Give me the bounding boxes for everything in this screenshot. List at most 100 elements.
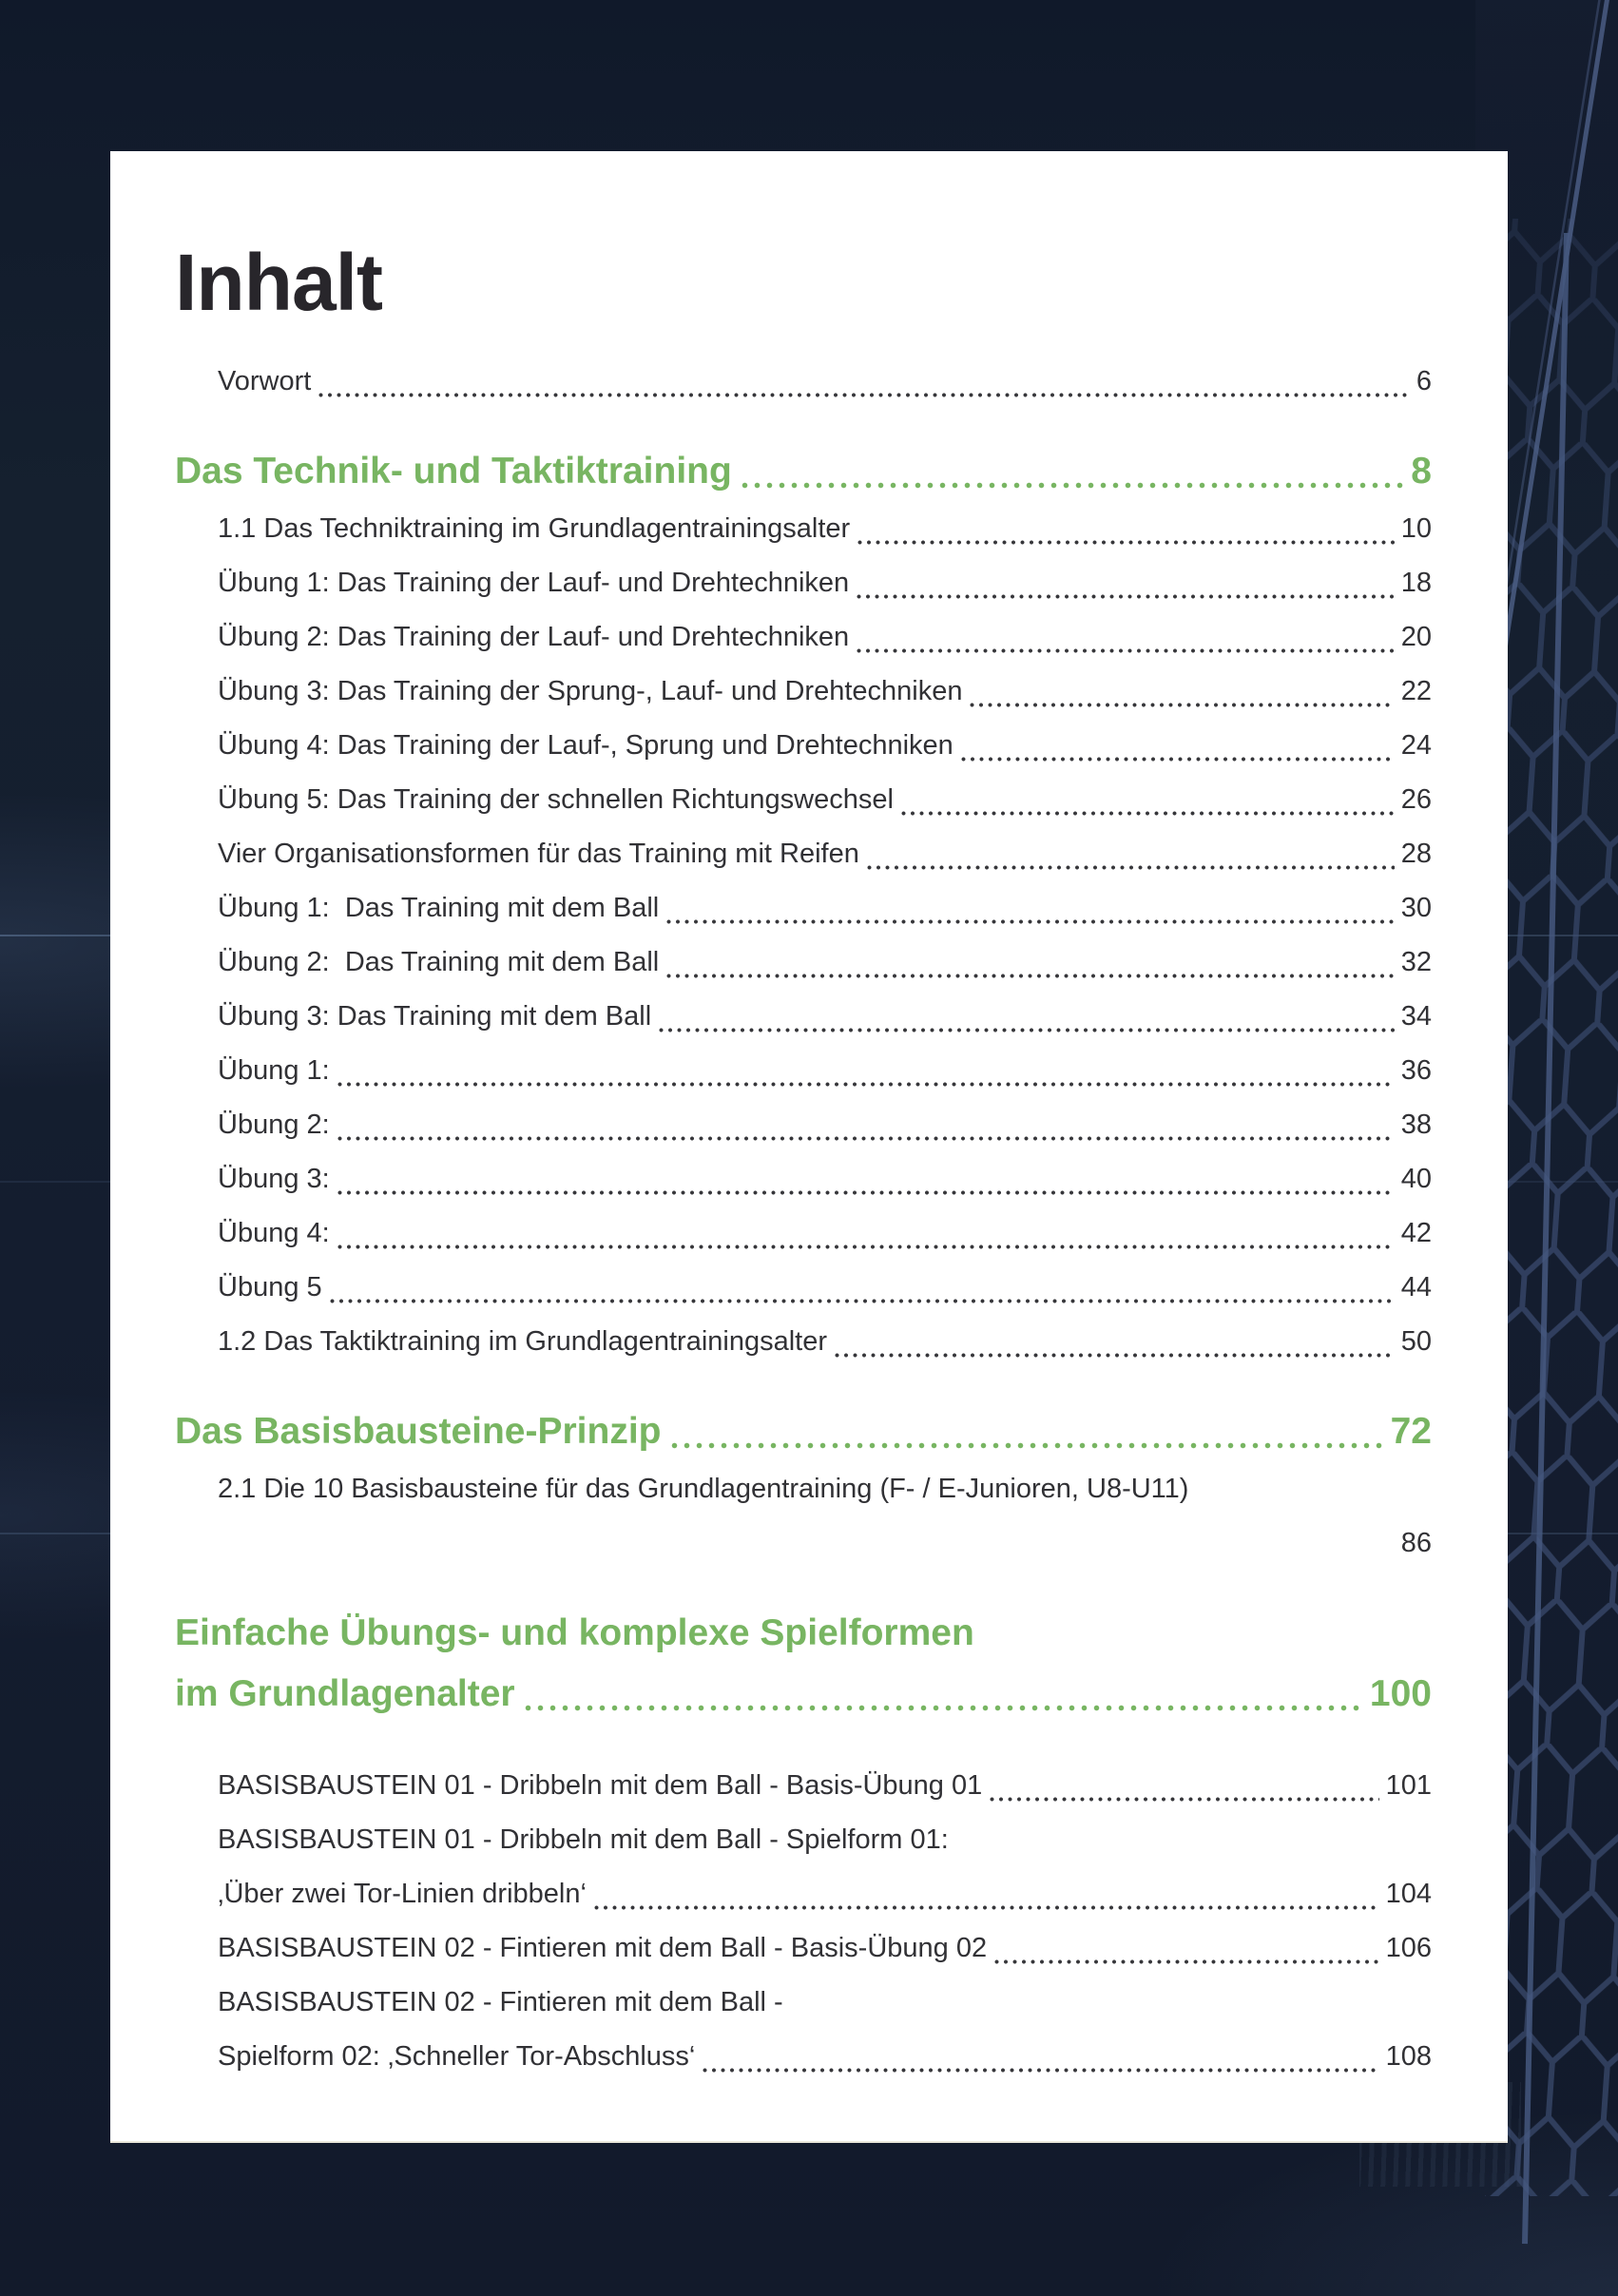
page-number: 38 <box>1400 1109 1432 1140</box>
dotted-leader <box>834 1352 1395 1359</box>
dotted-leader <box>969 702 1395 708</box>
dotted-leader <box>336 1135 1395 1142</box>
toc-entry-row: Übung 4: 42 <box>218 1206 1432 1261</box>
toc-entry-text: BASISBAUSTEIN 02 - Fintieren mit dem Bal… <box>218 1933 988 1963</box>
page-number: 24 <box>1400 730 1432 761</box>
page-number: 40 <box>1400 1164 1432 1194</box>
dotted-leader <box>336 1189 1395 1196</box>
dotted-leader <box>336 1244 1395 1250</box>
toc-entry-row: BASISBAUSTEIN 01 - Dribbeln mit dem Ball… <box>218 1759 1432 1813</box>
toc-chapter-title: im Grundlagenalter <box>175 1673 515 1714</box>
page-number: 34 <box>1400 1001 1432 1032</box>
page-title: Inhalt <box>175 238 383 327</box>
toc-entry-text: 1.1 Das Techniktraining im Grundlagentra… <box>218 513 851 544</box>
page-number: 20 <box>1400 622 1432 652</box>
toc-chapter-row: Das Technik- und Taktiktraining 8 <box>175 441 1432 502</box>
toc-chapter-row: Das Basisbausteine-Prinzip 72 <box>175 1401 1432 1462</box>
page-number: 32 <box>1400 947 1432 977</box>
toc-entry-row: Übung 2: Das Training mit dem Ball 32 <box>218 936 1432 990</box>
toc-entry-row: Spielform 02: ‚Schneller Tor-Abschluss‘ 1… <box>218 2030 1432 2084</box>
dotted-leader <box>856 593 1395 600</box>
dotted-leader <box>523 1704 1363 1712</box>
toc-entry-text: Übung 2: Das Training der Lauf- und Dreh… <box>218 622 850 652</box>
dotted-leader <box>959 756 1395 762</box>
toc-entry-row: BASISBAUSTEIN 02 - Fintieren mit dem Bal… <box>218 1921 1432 1976</box>
toc-entry-row: Übung 5: Das Training der schnellen Rich… <box>218 773 1432 827</box>
dotted-leader <box>989 1796 1379 1803</box>
toc-entry-text: Übung 1: Das Training der Lauf- und Dreh… <box>218 568 850 598</box>
dotted-leader <box>328 1298 1395 1304</box>
toc-entry-text: BASISBAUSTEIN 01 - Dribbeln mit dem Ball… <box>218 1770 983 1801</box>
toc-entry-text: Übung 4: <box>218 1218 330 1248</box>
toc-entry-text: Übung 3: Das Training der Sprung-, Lauf-… <box>218 676 963 706</box>
page-number: 10 <box>1400 513 1432 544</box>
toc-entry-row: Vorwort 6 <box>218 355 1432 409</box>
page-number: 86 <box>1400 1528 1432 1558</box>
page-number: 30 <box>1400 893 1432 923</box>
toc-chapter-title: Das Technik- und Taktiktraining <box>175 451 732 492</box>
page-number: 18 <box>1400 568 1432 598</box>
toc-chapter-row: im Grundlagenalter 100 <box>175 1664 1432 1725</box>
toc-entry-text: Vier Organisationsformen für das Trainin… <box>218 839 859 869</box>
page-number: 100 <box>1369 1673 1432 1714</box>
dotted-leader <box>993 1958 1379 1965</box>
toc-entry-row: Übung 4: Das Training der Lauf-, Sprung … <box>218 719 1432 773</box>
dotted-leader <box>669 1441 1384 1450</box>
dotted-leader <box>865 864 1395 871</box>
page-number: 108 <box>1385 2041 1432 2072</box>
dotted-leader <box>592 1904 1379 1911</box>
toc-entry-text: Übung 2: <box>218 1109 330 1140</box>
toc-entry-row: BASISBAUSTEIN 02 - Fintieren mit dem Bal… <box>218 1976 1432 2030</box>
toc-entry-text: Übung 1: Das Training mit dem Ball <box>218 893 660 923</box>
toc-entry-text: 1.2 Das Taktiktraining im Grundlagentrai… <box>218 1326 828 1357</box>
page-number: 101 <box>1385 1770 1432 1801</box>
toc-chapter-title: Einfache Übungs- und komplexe Spielforme… <box>175 1612 974 1653</box>
page-number: 6 <box>1416 366 1432 396</box>
dotted-leader <box>665 973 1395 979</box>
toc-entry-row: 1.2 Das Taktiktraining im Grundlagentrai… <box>218 1315 1432 1369</box>
toc-entry-row: 1.1 Das Techniktraining im Grundlagentra… <box>218 502 1432 556</box>
dotted-leader <box>318 392 1410 398</box>
toc-entry-text: BASISBAUSTEIN 02 - Fintieren mit dem Bal… <box>218 1987 783 2017</box>
toc-entry-text: Spielform 02: ‚Schneller Tor-Abschluss‘ <box>218 2041 696 2072</box>
toc-entry-row: Übung 1: Das Training mit dem Ball 30 <box>218 881 1432 936</box>
dotted-leader <box>899 810 1395 817</box>
dotted-leader <box>665 918 1395 925</box>
page-number: 50 <box>1400 1326 1432 1357</box>
page-number: 106 <box>1385 1933 1432 1963</box>
toc-entry-row: Übung 2: 38 <box>218 1098 1432 1152</box>
toc-entry-text: Übung 5 <box>218 1272 322 1302</box>
toc-entry-row: Übung 1: 36 <box>218 1044 1432 1098</box>
toc-entry-row: 86 <box>218 1516 1432 1571</box>
toc-entry-row: Übung 2: Das Training der Lauf- und Dreh… <box>218 610 1432 665</box>
toc-list: Vorwort 6 Das Technik- und Taktiktraining 8… <box>110 355 1432 2084</box>
page-number: 36 <box>1400 1055 1432 1086</box>
toc-entry-text: ‚Über zwei Tor-Linien dribbeln‘ <box>218 1879 587 1909</box>
toc-entry-row: Übung 1: Das Training der Lauf- und Dreh… <box>218 556 1432 610</box>
page-number: 8 <box>1411 451 1432 492</box>
dotted-leader <box>856 647 1395 654</box>
toc-entry-row: Übung 3: Das Training mit dem Ball 34 <box>218 990 1432 1044</box>
toc-page: Inhalt Vorwort 6 Das Technik- und Taktiktr… <box>110 151 1508 2143</box>
dotted-leader <box>658 1027 1395 1033</box>
dotted-leader <box>336 1081 1395 1088</box>
toc-entry-text: Übung 4: Das Training der Lauf-, Sprung … <box>218 730 953 761</box>
toc-entry-text: Übung 1: <box>218 1055 330 1086</box>
toc-entry-text: BASISBAUSTEIN 01 - Dribbeln mit dem Ball… <box>218 1824 949 1855</box>
toc-entry-row: Übung 3: 40 <box>218 1152 1432 1206</box>
toc-entry-text: Vorwort <box>218 366 312 396</box>
dotted-leader <box>702 2067 1379 2074</box>
dotted-leader <box>740 481 1405 490</box>
toc-entry-text: Übung 3: Das Training mit dem Ball <box>218 1001 652 1032</box>
page-number: 104 <box>1385 1879 1432 1909</box>
toc-entry-row: Vier Organisationsformen für das Trainin… <box>218 827 1432 881</box>
toc-entry-text: Übung 2: Das Training mit dem Ball <box>218 947 660 977</box>
toc-entry-row: Übung 3: Das Training der Sprung-, Lauf-… <box>218 665 1432 719</box>
toc-entry-row: ‚Über zwei Tor-Linien dribbeln‘ 104 <box>218 1867 1432 1921</box>
toc-entry-row: Übung 5 44 <box>218 1261 1432 1315</box>
toc-entry-text: Übung 5: Das Training der schnellen Rich… <box>218 784 894 815</box>
dotted-leader <box>857 539 1395 546</box>
page-number: 22 <box>1400 676 1432 706</box>
page-number: 72 <box>1390 1411 1432 1452</box>
toc-entry-row: 2.1 Die 10 Basisbausteine für das Grundl… <box>218 1462 1432 1516</box>
